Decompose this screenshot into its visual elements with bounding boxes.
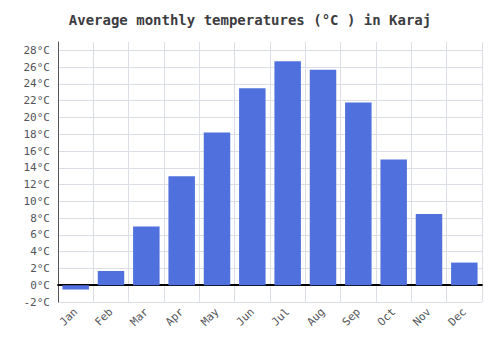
- svg-text:May: May: [198, 305, 221, 328]
- svg-text:Sep: Sep: [340, 305, 363, 328]
- svg-text:28°C: 28°C: [24, 44, 51, 57]
- svg-text:14°C: 14°C: [24, 161, 51, 174]
- svg-text:22°C: 22°C: [24, 94, 51, 107]
- svg-text:Apr: Apr: [163, 305, 186, 328]
- svg-text:Average monthly temperatures (: Average monthly temperatures (°C ) in Ka…: [69, 12, 431, 28]
- svg-text:8°C: 8°C: [30, 212, 50, 225]
- svg-text:2°C: 2°C: [30, 262, 50, 275]
- svg-text:Nov: Nov: [410, 305, 433, 328]
- svg-text:Mar: Mar: [128, 305, 151, 328]
- svg-text:Feb: Feb: [92, 305, 115, 328]
- svg-text:10°C: 10°C: [24, 195, 51, 208]
- svg-text:0°C: 0°C: [30, 279, 50, 292]
- svg-text:Dec: Dec: [446, 305, 469, 328]
- svg-text:24°C: 24°C: [24, 77, 51, 90]
- svg-text:Jul: Jul: [269, 305, 292, 328]
- svg-text:6°C: 6°C: [30, 228, 50, 241]
- svg-text:Jun: Jun: [234, 305, 257, 328]
- svg-text:Aug: Aug: [304, 305, 327, 328]
- svg-text:Jan: Jan: [57, 305, 80, 328]
- svg-text:Oct: Oct: [375, 305, 398, 328]
- svg-text:12°C: 12°C: [24, 178, 51, 191]
- svg-text:-2°C: -2°C: [24, 296, 51, 309]
- svg-text:26°C: 26°C: [24, 61, 51, 74]
- svg-text:16°C: 16°C: [24, 145, 51, 158]
- svg-text:4°C: 4°C: [30, 245, 50, 258]
- svg-text:20°C: 20°C: [24, 111, 51, 124]
- svg-text:18°C: 18°C: [24, 128, 51, 141]
